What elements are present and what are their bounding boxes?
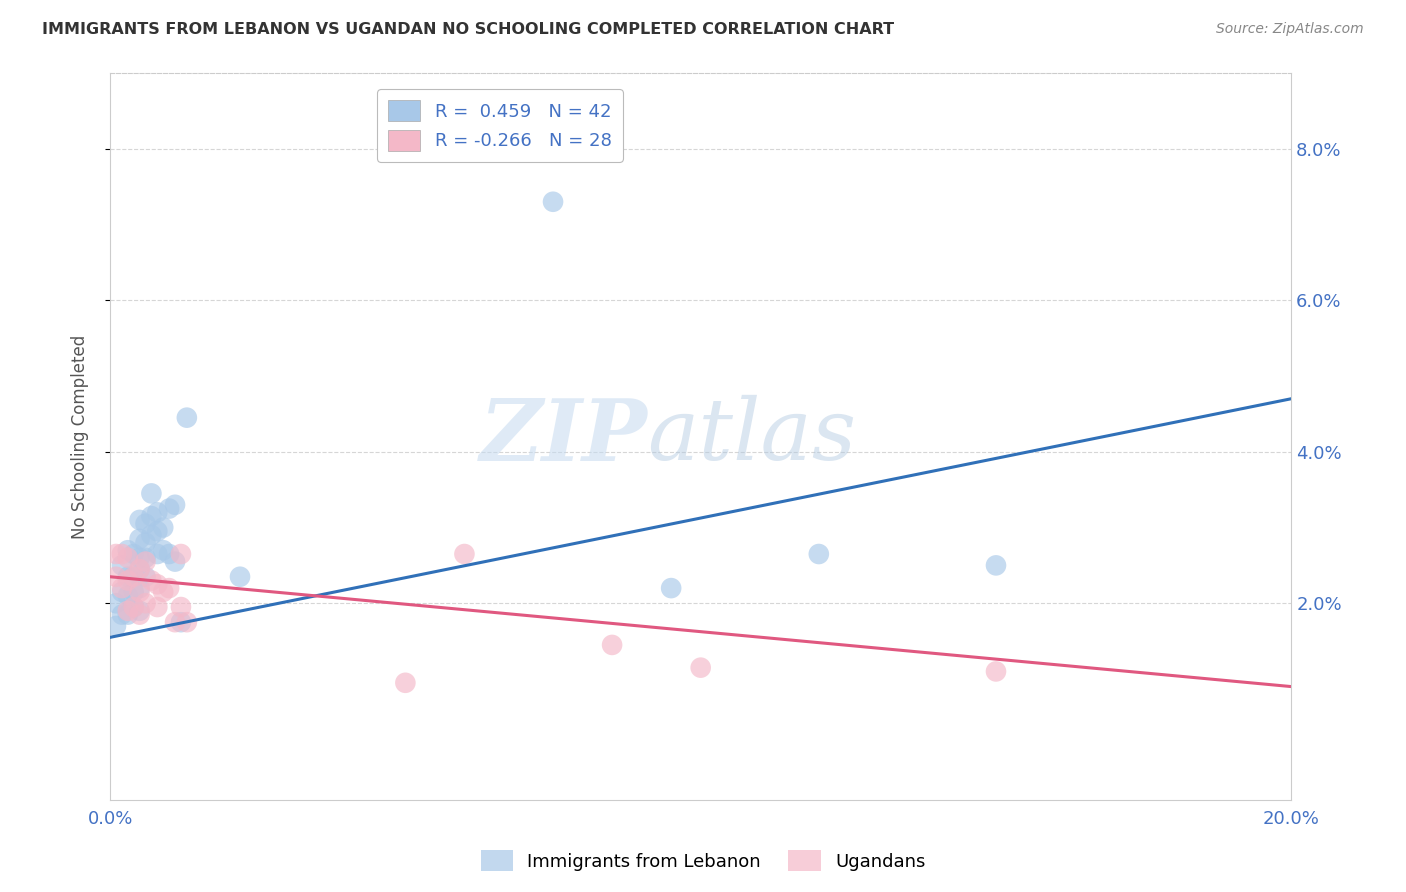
Point: [163, 498, 186, 512]
Point: [111, 581, 134, 595]
Point: [984, 558, 1007, 573]
Point: [117, 604, 139, 618]
Point: [111, 607, 134, 622]
Point: [104, 570, 127, 584]
Point: [807, 547, 830, 561]
Point: [134, 555, 156, 569]
Point: [134, 596, 156, 610]
Point: [170, 615, 193, 630]
Point: [134, 550, 156, 565]
Point: [659, 581, 682, 595]
Point: [157, 501, 180, 516]
Point: [141, 574, 163, 588]
Point: [157, 547, 180, 561]
Point: [163, 555, 186, 569]
Point: [134, 570, 156, 584]
Point: [104, 547, 127, 561]
Point: [152, 585, 174, 599]
Point: [128, 532, 150, 546]
Point: [117, 607, 139, 622]
Legend: R =  0.459   N = 42, R = -0.266   N = 28: R = 0.459 N = 42, R = -0.266 N = 28: [377, 89, 623, 161]
Y-axis label: No Schooling Completed: No Schooling Completed: [72, 334, 89, 539]
Point: [146, 547, 169, 561]
Point: [541, 194, 564, 209]
Point: [141, 528, 163, 542]
Point: [229, 570, 252, 584]
Point: [170, 600, 193, 615]
Point: [128, 581, 150, 595]
Point: [134, 516, 156, 531]
Point: [122, 570, 145, 584]
Point: [163, 615, 186, 630]
Point: [104, 619, 127, 633]
Point: [152, 543, 174, 558]
Point: [122, 600, 145, 615]
Point: [128, 550, 150, 565]
Point: [146, 524, 169, 539]
Point: [141, 509, 163, 524]
Point: [117, 550, 139, 565]
Point: [146, 505, 169, 519]
Point: [176, 410, 198, 425]
Point: [128, 585, 150, 599]
Point: [134, 535, 156, 549]
Point: [152, 520, 174, 534]
Point: [157, 581, 180, 595]
Point: [453, 547, 475, 561]
Point: [128, 607, 150, 622]
Point: [689, 660, 711, 674]
Point: [146, 577, 169, 591]
Point: [111, 585, 134, 599]
Point: [128, 513, 150, 527]
Text: ZIP: ZIP: [479, 395, 648, 478]
Point: [111, 558, 134, 573]
Legend: Immigrants from Lebanon, Ugandans: Immigrants from Lebanon, Ugandans: [474, 843, 932, 879]
Text: atlas: atlas: [648, 395, 856, 478]
Point: [122, 570, 145, 584]
Point: [984, 665, 1007, 679]
Point: [600, 638, 623, 652]
Point: [128, 604, 150, 618]
Point: [111, 547, 134, 561]
Point: [122, 585, 145, 599]
Point: [170, 547, 193, 561]
Point: [104, 596, 127, 610]
Point: [176, 615, 198, 630]
Point: [394, 675, 416, 690]
Point: [122, 547, 145, 561]
Point: [122, 600, 145, 615]
Point: [128, 562, 150, 576]
Point: [141, 486, 163, 500]
Point: [117, 589, 139, 603]
Text: Source: ZipAtlas.com: Source: ZipAtlas.com: [1216, 22, 1364, 37]
Point: [146, 600, 169, 615]
Point: [117, 543, 139, 558]
Point: [117, 574, 139, 588]
Point: [128, 562, 150, 576]
Point: [117, 570, 139, 584]
Text: IMMIGRANTS FROM LEBANON VS UGANDAN NO SCHOOLING COMPLETED CORRELATION CHART: IMMIGRANTS FROM LEBANON VS UGANDAN NO SC…: [42, 22, 894, 37]
